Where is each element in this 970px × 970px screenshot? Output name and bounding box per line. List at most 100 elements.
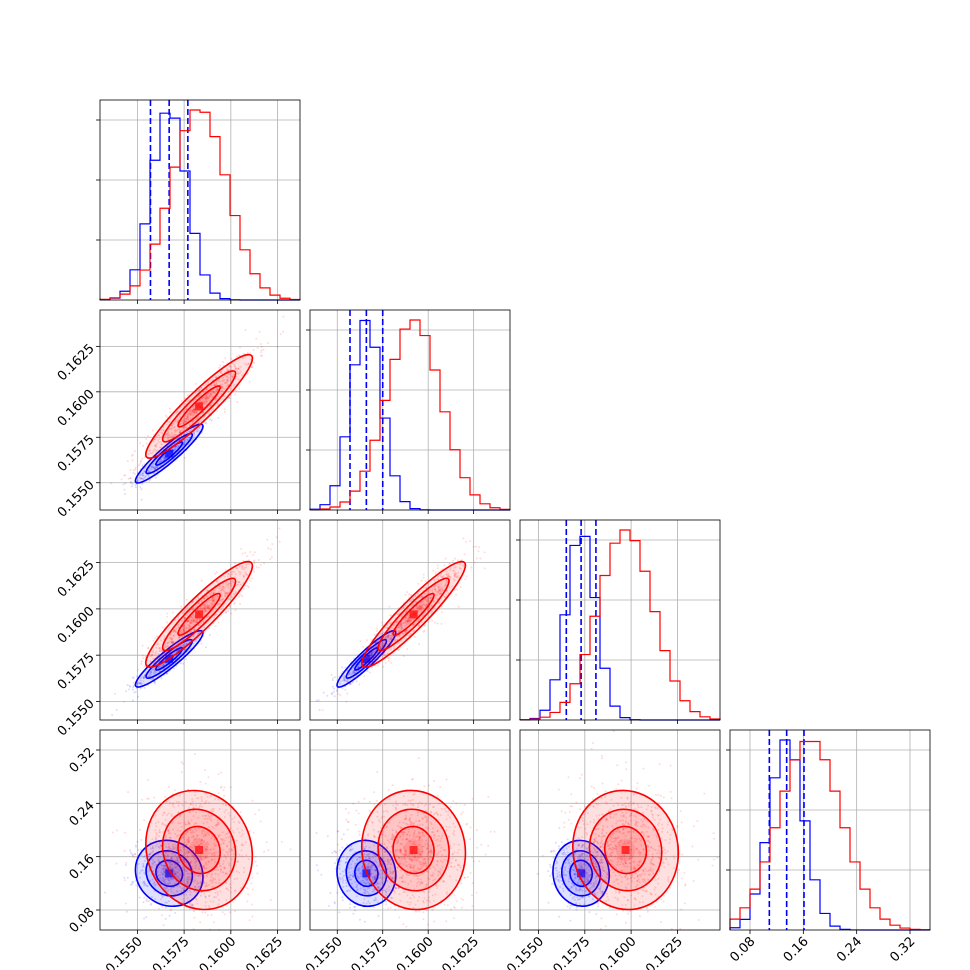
scatter-point: [241, 595, 244, 598]
scatter-point: [223, 913, 226, 916]
y-tick-label: 0.16: [67, 852, 98, 883]
scatter-point: [165, 615, 168, 618]
scatter-point: [242, 587, 245, 590]
scatter-point: [228, 605, 231, 608]
y-tick-label: 0.1575: [55, 432, 98, 475]
scatter-point: [141, 644, 144, 647]
scatter-point: [152, 466, 155, 469]
scatter-point: [228, 369, 231, 371]
scatter-point: [134, 468, 137, 471]
scatter-point: [212, 390, 215, 393]
scatter-point: [207, 397, 210, 400]
scatter-point: [171, 424, 174, 427]
scatter-point: [196, 430, 199, 433]
scatter-point: [146, 797, 149, 800]
scatter-point: [253, 551, 256, 554]
scatter-point: [215, 383, 218, 386]
scatter-point: [134, 486, 137, 489]
scatter-point: [263, 850, 266, 853]
scatter-point: [241, 552, 244, 555]
scatter-point: [483, 567, 486, 570]
scatter-point: [317, 699, 320, 702]
density-peak: [195, 610, 204, 619]
scatter-point: [469, 540, 472, 543]
scatter-point: [253, 361, 256, 364]
scatter-point: [331, 685, 334, 688]
scatter-point: [192, 407, 195, 410]
scatter-point: [229, 911, 232, 914]
scatter-point: [154, 476, 157, 479]
scatter-point: [143, 819, 146, 822]
scatter-point: [146, 778, 149, 781]
scatter-point: [241, 374, 244, 377]
scatter-point: [143, 917, 146, 920]
x-tick-label: 0.1600: [197, 934, 240, 970]
scatter-point: [131, 688, 134, 691]
scatter-point: [207, 406, 210, 409]
scatter-point: [278, 540, 281, 543]
scatter-point: [198, 427, 201, 430]
scatter-point: [218, 395, 221, 398]
scatter-point: [341, 846, 344, 849]
scatter-point: [212, 391, 215, 394]
scatter-point: [256, 872, 259, 875]
scatter-point: [173, 667, 176, 670]
scatter-point: [204, 403, 206, 406]
scatter-point: [221, 383, 224, 386]
scatter-point: [200, 579, 203, 582]
scatter-point: [368, 671, 371, 674]
scatter-point: [178, 431, 181, 434]
scatter-point: [217, 773, 220, 776]
scatter-point: [174, 445, 177, 448]
scatter-point: [131, 459, 134, 462]
scatter-point: [404, 594, 407, 596]
scatter-point: [250, 882, 253, 885]
scatter-point: [189, 412, 192, 415]
panel-1-1: [306, 309, 511, 514]
scatter-point: [261, 354, 264, 357]
scatter-point: [139, 474, 141, 477]
scatter-point: [212, 408, 215, 410]
scatter-point: [183, 420, 186, 423]
scatter-point: [129, 477, 132, 480]
scatter-point: [234, 910, 236, 913]
scatter-point: [122, 700, 125, 703]
scatter-point: [129, 481, 132, 484]
scatter-point: [150, 465, 153, 468]
scatter-point: [470, 566, 473, 569]
scatter-point: [222, 398, 224, 401]
scatter-point: [267, 547, 270, 550]
scatter-point: [237, 371, 240, 374]
scatter-point: [157, 441, 160, 444]
scatter-point: [140, 473, 143, 476]
scatter-point: [165, 433, 168, 435]
scatter-point: [125, 910, 128, 913]
scatter-point: [132, 681, 135, 684]
scatter-point: [252, 349, 255, 352]
scatter-point: [198, 399, 201, 402]
scatter-point: [210, 914, 213, 916]
scatter-point: [145, 916, 148, 918]
scatter-point: [223, 410, 226, 413]
scatter-point: [198, 426, 201, 429]
scatter-point: [131, 855, 134, 858]
scatter-point: [197, 400, 200, 403]
scatter-point: [149, 452, 152, 455]
scatter-point: [432, 569, 435, 572]
scatter-point: [408, 593, 411, 596]
scatter-point: [189, 417, 192, 420]
scatter-point: [237, 367, 240, 370]
scatter-point: [204, 389, 207, 392]
scatter-point: [237, 373, 240, 375]
scatter-point: [136, 840, 139, 843]
scatter-point: [195, 430, 198, 432]
scatter-point: [138, 476, 141, 479]
scatter-point: [162, 924, 165, 927]
scatter-point: [213, 921, 215, 924]
scatter-point: [154, 467, 156, 470]
scatter-point: [282, 330, 285, 333]
x-tick-label: 0.1575: [150, 934, 193, 970]
scatter-point: [477, 550, 480, 553]
